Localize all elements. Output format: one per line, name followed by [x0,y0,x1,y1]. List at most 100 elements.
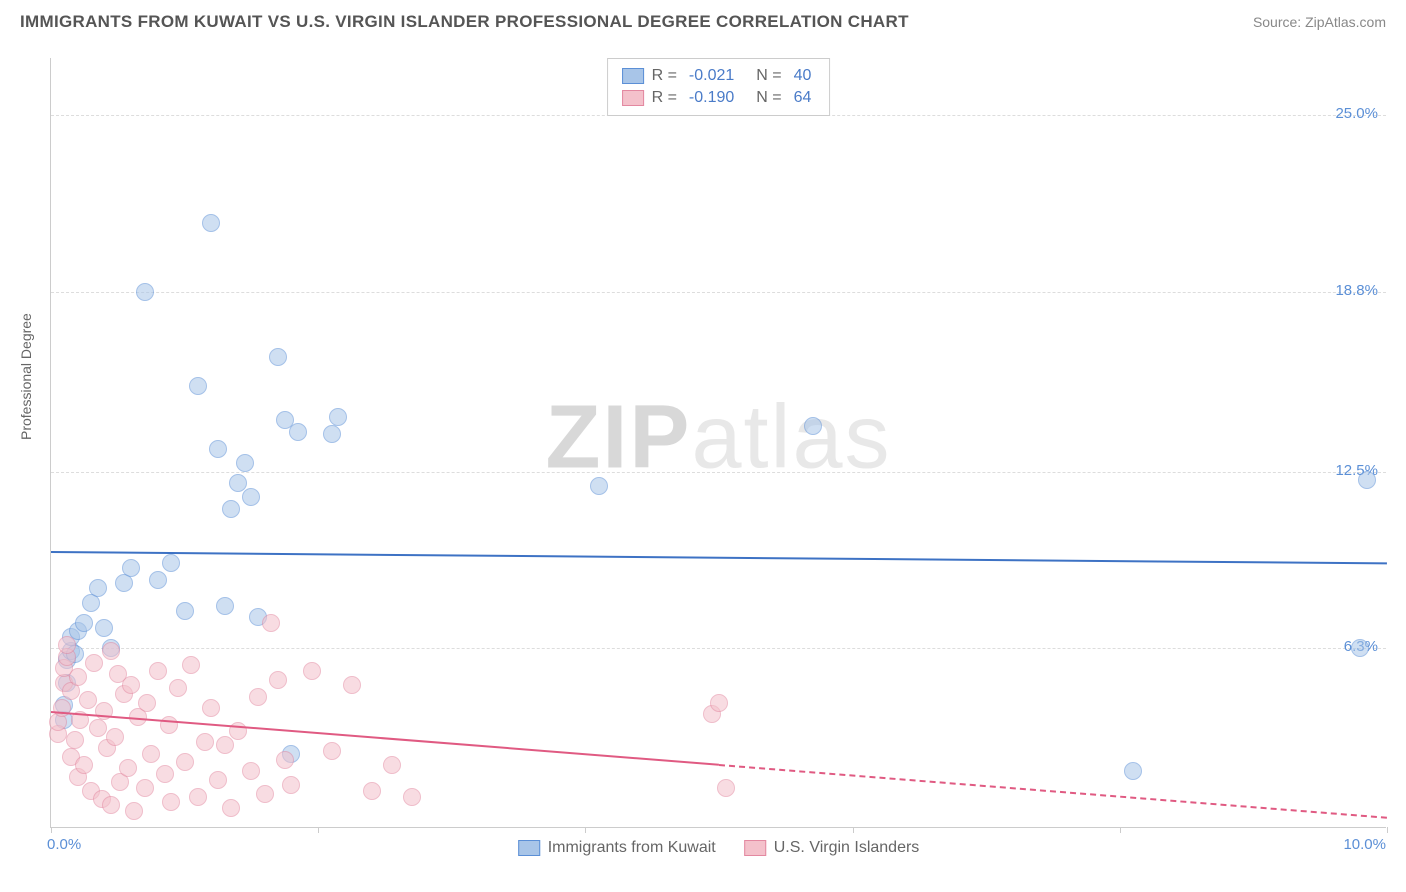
legend-swatch [622,90,644,106]
scatter-point [323,425,341,443]
scatter-point [58,636,76,654]
scatter-point [189,788,207,806]
scatter-point [323,742,341,760]
scatter-point [142,745,160,763]
legend-swatch [622,68,644,84]
chart-header: IMMIGRANTS FROM KUWAIT VS U.S. VIRGIN IS… [0,0,1406,40]
scatter-point [216,597,234,615]
scatter-point [282,776,300,794]
scatter-point [196,733,214,751]
scatter-point [102,796,120,814]
scatter-point [138,694,156,712]
scatter-point [156,765,174,783]
gridline [51,292,1386,293]
scatter-point [1351,639,1369,657]
scatter-point [149,571,167,589]
scatter-point [85,654,103,672]
scatter-point [176,602,194,620]
gridline [51,648,1386,649]
scatter-point [329,408,347,426]
scatter-point [242,488,260,506]
legend-n-value: 40 [794,67,812,85]
scatter-point [229,474,247,492]
legend-n-label: N = [756,89,781,107]
scatter-point [1358,471,1376,489]
trend-line [51,551,1387,564]
scatter-point [106,728,124,746]
y-tick-label: 25.0% [1335,105,1378,122]
legend-row: R = -0.190 N = 64 [622,87,816,109]
x-tick [318,827,319,833]
scatter-point [804,417,822,435]
scatter-point [89,719,107,737]
legend-r-label: R = [652,67,677,85]
legend-row: R =-0.021N =40 [622,65,816,87]
scatter-point [236,454,254,472]
series-legend: Immigrants from Kuwait U.S. Virgin Island… [518,839,920,857]
legend-n-value: 64 [794,89,812,107]
scatter-point [289,423,307,441]
scatter-point [119,759,137,777]
scatter-point [242,762,260,780]
legend-label: Immigrants from Kuwait [548,839,716,857]
scatter-point [276,751,294,769]
y-tick-label: 18.8% [1335,282,1378,299]
scatter-point [75,756,93,774]
x-tick [1120,827,1121,833]
scatter-point [363,782,381,800]
y-axis-label: Professional Degree [18,313,34,440]
legend-label: U.S. Virgin Islanders [774,839,920,857]
x-tick [51,827,52,833]
scatter-point [169,679,187,697]
legend-r-label: R = [652,89,677,107]
scatter-point [710,694,728,712]
chart-title: IMMIGRANTS FROM KUWAIT VS U.S. VIRGIN IS… [20,12,909,32]
trend-line-extrapolated [719,764,1387,819]
scatter-point [717,779,735,797]
scatter-point [79,691,97,709]
legend-item: Immigrants from Kuwait [518,839,716,857]
scatter-point [249,688,267,706]
scatter-point [222,500,240,518]
scatter-point [262,614,280,632]
scatter-point [75,614,93,632]
scatter-point [176,753,194,771]
scatter-point [269,348,287,366]
x-tick [853,827,854,833]
x-min-label: 0.0% [47,836,81,853]
scatter-point [162,793,180,811]
scatter-point [303,662,321,680]
scatter-point [216,736,234,754]
scatter-point [122,559,140,577]
legend-swatch [744,840,766,856]
correlation-legend: R =-0.021N =40R =-0.190N =64 [607,58,831,116]
legend-n-label: N = [756,67,781,85]
x-max-label: 10.0% [1343,836,1386,853]
legend-item: U.S. Virgin Islanders [744,839,920,857]
watermark: ZIPatlas [545,386,891,489]
scatter-point [209,771,227,789]
scatter-point [53,699,71,717]
scatter-chart: ZIPatlas 6.3%12.5%18.8%25.0%0.0%10.0%R =… [50,58,1386,828]
gridline [51,472,1386,473]
scatter-point [256,785,274,803]
scatter-point [66,731,84,749]
scatter-point [125,802,143,820]
legend-swatch [518,840,540,856]
scatter-point [136,283,154,301]
scatter-point [590,477,608,495]
scatter-point [136,779,154,797]
scatter-point [95,619,113,637]
scatter-point [403,788,421,806]
scatter-point [189,377,207,395]
x-tick [1387,827,1388,833]
scatter-point [182,656,200,674]
legend-r-value: -0.190 [689,89,734,107]
scatter-point [383,756,401,774]
scatter-point [89,579,107,597]
scatter-point [343,676,361,694]
scatter-point [222,799,240,817]
scatter-point [202,699,220,717]
x-tick [585,827,586,833]
chart-source: Source: ZipAtlas.com [1253,14,1386,30]
